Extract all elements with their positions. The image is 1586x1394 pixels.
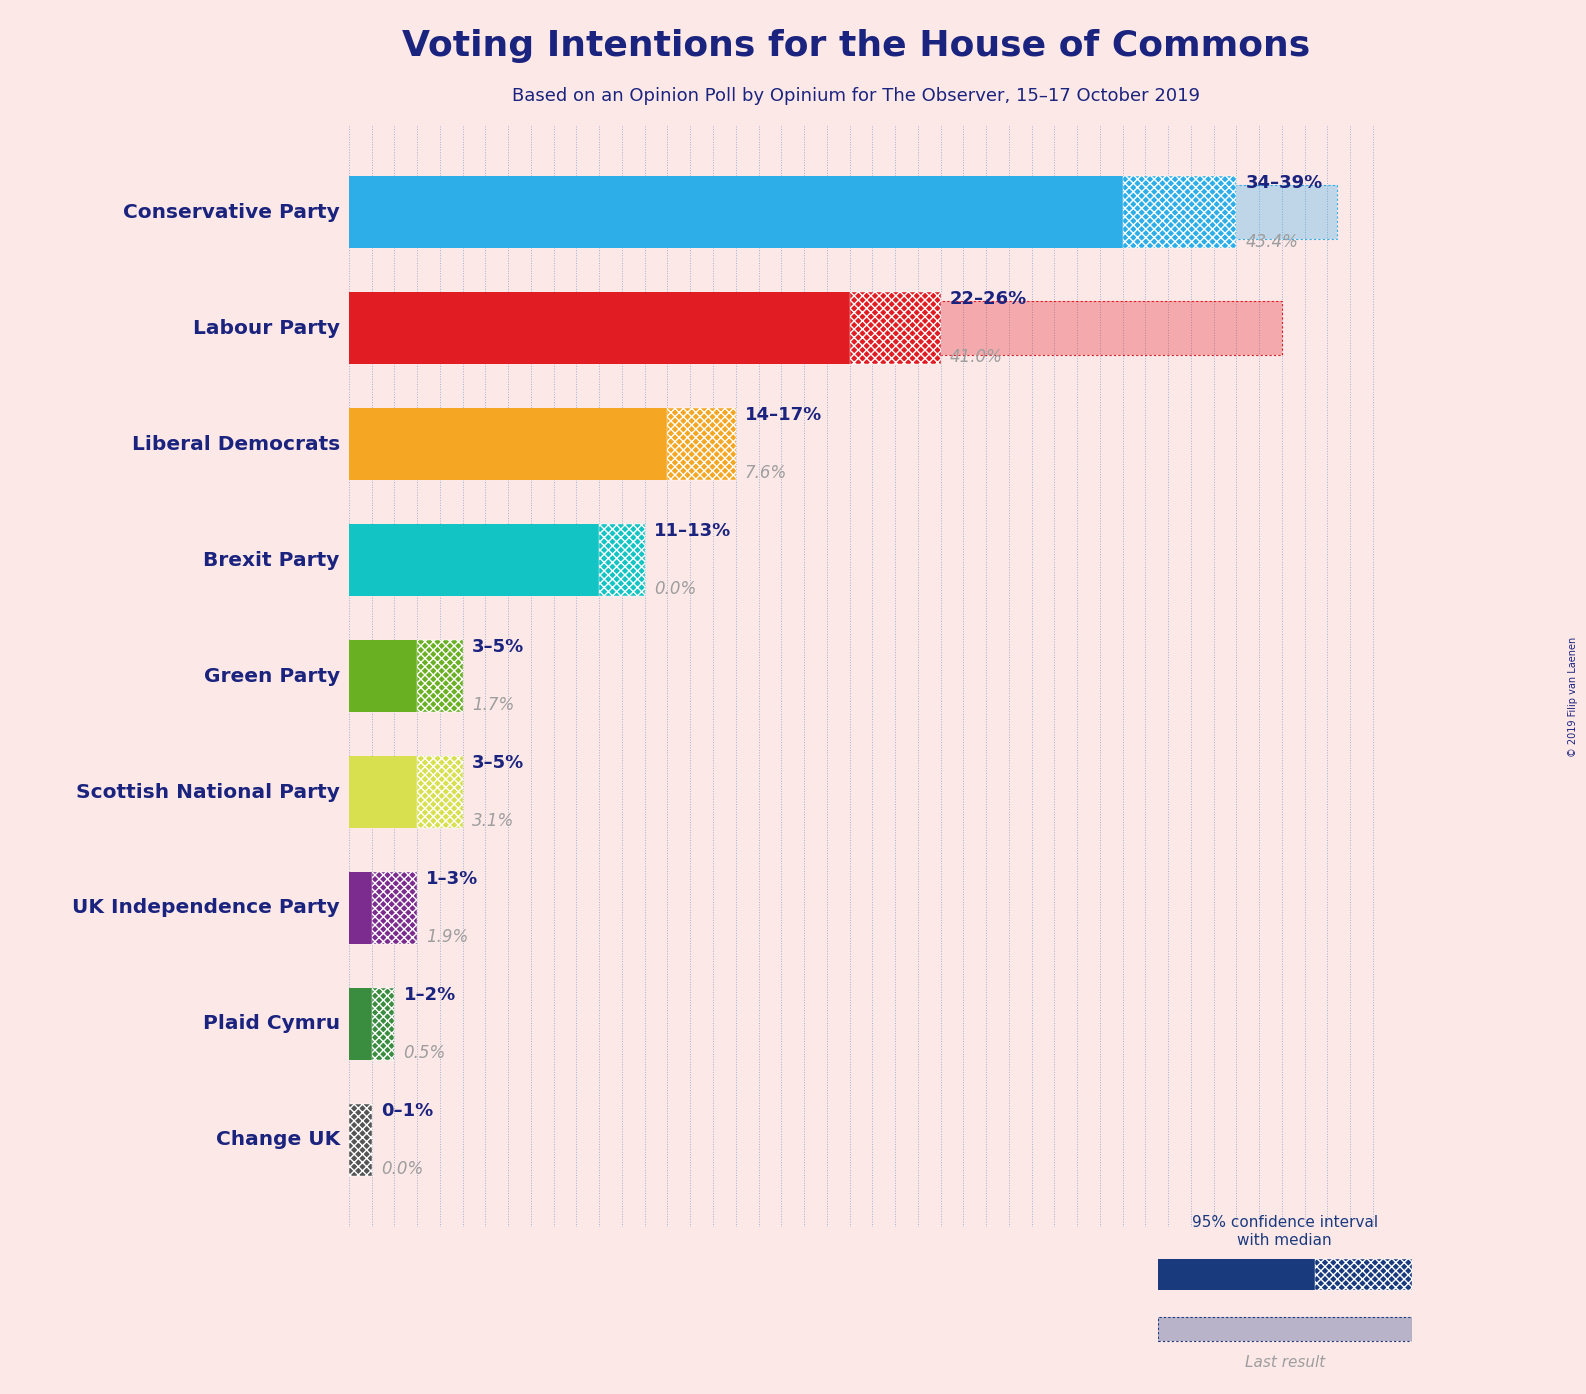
Bar: [600, 524, 646, 597]
Text: 3–5%: 3–5%: [471, 638, 523, 657]
Text: 1–2%: 1–2%: [403, 986, 455, 1004]
Bar: [349, 765, 419, 818]
Bar: [668, 408, 736, 480]
Bar: [349, 301, 1281, 355]
Text: Labour Party: Labour Party: [193, 319, 339, 337]
Text: 3.1%: 3.1%: [471, 813, 514, 831]
Bar: [1158, 1317, 1412, 1341]
Text: © 2019 Filip van Laenen: © 2019 Filip van Laenen: [1569, 637, 1578, 757]
Text: 0.0%: 0.0%: [653, 580, 696, 598]
Text: 41.0%: 41.0%: [950, 348, 1002, 367]
Bar: [371, 873, 417, 944]
Bar: [417, 640, 463, 712]
Bar: [349, 640, 417, 712]
Bar: [349, 650, 387, 703]
Bar: [371, 988, 395, 1059]
Bar: [349, 1104, 371, 1175]
Text: UK Independence Party: UK Independence Party: [73, 899, 339, 917]
Text: 43.4%: 43.4%: [1245, 233, 1299, 251]
Text: 11–13%: 11–13%: [653, 521, 731, 539]
Bar: [349, 873, 371, 944]
Text: 7.6%: 7.6%: [745, 464, 787, 482]
Bar: [349, 881, 392, 935]
Bar: [349, 417, 522, 471]
Bar: [1315, 1259, 1412, 1289]
Text: 0–1%: 0–1%: [381, 1101, 433, 1119]
Text: Conservative Party: Conservative Party: [124, 204, 339, 222]
Text: Voting Intentions for the House of Commons: Voting Intentions for the House of Commo…: [403, 29, 1310, 63]
Bar: [349, 765, 419, 818]
Bar: [349, 185, 1337, 240]
Bar: [349, 293, 850, 364]
Bar: [349, 408, 668, 480]
Text: 34–39%: 34–39%: [1245, 174, 1323, 192]
Bar: [850, 293, 940, 364]
Bar: [349, 988, 371, 1059]
Text: 14–17%: 14–17%: [745, 406, 822, 424]
Bar: [349, 177, 1123, 248]
Text: Last result: Last result: [1245, 1355, 1324, 1370]
Text: Scottish National Party: Scottish National Party: [76, 782, 339, 802]
Text: 22–26%: 22–26%: [950, 290, 1026, 308]
Bar: [349, 997, 360, 1051]
Text: Change UK: Change UK: [216, 1131, 339, 1149]
Text: 0.0%: 0.0%: [381, 1160, 423, 1178]
Text: Green Party: Green Party: [203, 666, 339, 686]
Bar: [1123, 177, 1237, 248]
Bar: [349, 524, 600, 597]
Text: Based on an Opinion Poll by Opinium for The Observer, 15–17 October 2019: Based on an Opinion Poll by Opinium for …: [512, 86, 1201, 105]
Bar: [349, 650, 387, 703]
Bar: [349, 881, 392, 935]
Bar: [349, 997, 360, 1051]
Text: 3–5%: 3–5%: [471, 754, 523, 772]
Bar: [349, 756, 417, 828]
Text: Liberal Democrats: Liberal Democrats: [132, 435, 339, 453]
Text: 0.5%: 0.5%: [403, 1044, 446, 1062]
Text: 1.9%: 1.9%: [427, 928, 468, 947]
Bar: [349, 417, 522, 471]
Text: 1–3%: 1–3%: [427, 870, 479, 888]
Bar: [417, 756, 463, 828]
Bar: [349, 301, 1281, 355]
Bar: [1158, 1317, 1412, 1341]
Bar: [1158, 1259, 1315, 1289]
Text: 95% confidence interval
with median: 95% confidence interval with median: [1191, 1216, 1378, 1248]
Text: 1.7%: 1.7%: [471, 696, 514, 714]
Text: Brexit Party: Brexit Party: [203, 551, 339, 570]
Text: Plaid Cymru: Plaid Cymru: [203, 1015, 339, 1033]
Bar: [349, 185, 1337, 240]
